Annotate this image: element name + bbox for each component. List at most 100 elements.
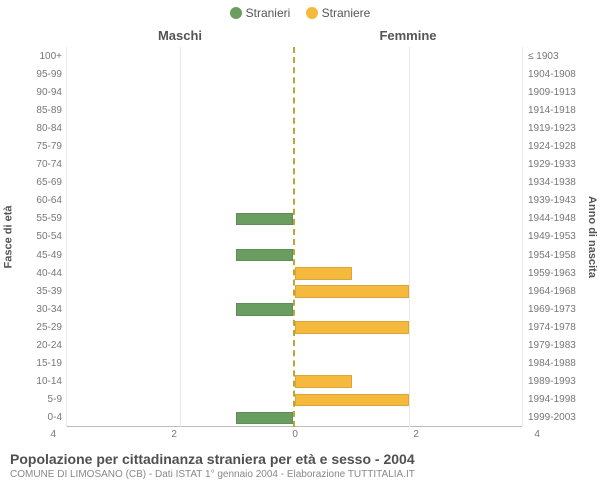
age-label: 15-19 <box>16 355 66 373</box>
age-label: 90-94 <box>16 83 66 101</box>
bar-row-male <box>66 174 293 192</box>
age-label: 25-29 <box>16 318 66 336</box>
birth-label: 1944-1948 <box>522 210 584 228</box>
age-label: 80-84 <box>16 119 66 137</box>
bar-row-female <box>295 337 522 355</box>
female-half <box>295 47 522 427</box>
bar-row-male <box>66 337 293 355</box>
bar-row-female <box>295 210 522 228</box>
birth-label: 1969-1973 <box>522 300 584 318</box>
bar-row-female <box>295 47 522 65</box>
male-bar <box>236 213 293 226</box>
birth-label: 1919-1923 <box>522 119 584 137</box>
age-label: 35-39 <box>16 282 66 300</box>
bar-row-male <box>66 137 293 155</box>
y-axis-left-label: Fasce di età <box>0 47 16 427</box>
age-label: 45-49 <box>16 246 66 264</box>
age-label: 60-64 <box>16 192 66 210</box>
bar-row-male <box>66 409 293 427</box>
bar-row-male <box>66 65 293 83</box>
column-headers: Maschi Femmine <box>0 24 600 47</box>
y-axis-right-label: Anno di nascita <box>584 47 600 427</box>
age-label: 100+ <box>16 47 66 65</box>
bar-row-male <box>66 373 293 391</box>
bar-row-male <box>66 264 293 282</box>
x-tick: 4 <box>534 429 540 440</box>
x-tick: 4 <box>50 429 56 440</box>
x-tick: 2 <box>413 429 419 440</box>
legend: Stranieri Straniere <box>0 0 600 24</box>
age-label: 95-99 <box>16 65 66 83</box>
age-label: 30-34 <box>16 300 66 318</box>
bar-row-female <box>295 409 522 427</box>
legend-male-label: Stranieri <box>246 6 291 20</box>
birth-label: ≤ 1903 <box>522 47 584 65</box>
bar-row-male <box>66 101 293 119</box>
bar-row-female <box>295 137 522 155</box>
bar-row-female <box>295 83 522 101</box>
legend-item-female: Straniere <box>306 6 371 20</box>
birth-label: 1924-1928 <box>522 137 584 155</box>
bar-row-male <box>66 391 293 409</box>
header-female: Femmine <box>294 24 522 47</box>
bar-row-male <box>66 246 293 264</box>
chart-title: Popolazione per cittadinanza straniera p… <box>10 451 590 467</box>
bar-row-male <box>66 355 293 373</box>
age-band-labels: 100+95-9990-9485-8980-8475-7970-7465-696… <box>16 47 66 427</box>
birth-label: 1939-1943 <box>522 192 584 210</box>
birth-label: 1914-1918 <box>522 101 584 119</box>
bar-row-male <box>66 156 293 174</box>
bar-row-female <box>295 119 522 137</box>
female-bar <box>295 394 409 407</box>
bar-row-female <box>295 391 522 409</box>
bar-row-male <box>66 192 293 210</box>
male-bar <box>236 303 293 316</box>
bar-row-female <box>295 246 522 264</box>
age-label: 85-89 <box>16 101 66 119</box>
birth-label: 1989-1993 <box>522 373 584 391</box>
age-label: 70-74 <box>16 156 66 174</box>
bar-row-female <box>295 156 522 174</box>
birth-label: 1959-1963 <box>522 264 584 282</box>
x-axis: 420 24 <box>0 427 600 445</box>
chart-container: Stranieri Straniere Maschi Femmine Fasce… <box>0 0 600 500</box>
birth-label: 1999-2003 <box>522 409 584 427</box>
bar-row-male <box>66 119 293 137</box>
bar-row-male <box>66 47 293 65</box>
bar-row-female <box>295 264 522 282</box>
age-label: 10-14 <box>16 373 66 391</box>
bar-row-male <box>66 228 293 246</box>
birth-label: 1949-1953 <box>522 228 584 246</box>
age-label: 65-69 <box>16 174 66 192</box>
birth-label: 1954-1958 <box>522 246 584 264</box>
bar-row-female <box>295 282 522 300</box>
bar-row-female <box>295 228 522 246</box>
header-male: Maschi <box>66 24 294 47</box>
age-label: 55-59 <box>16 210 66 228</box>
age-label: 50-54 <box>16 228 66 246</box>
legend-female-label: Straniere <box>322 6 371 20</box>
bar-row-female <box>295 373 522 391</box>
age-label: 75-79 <box>16 137 66 155</box>
bar-row-female <box>295 355 522 373</box>
bar-row-female <box>295 300 522 318</box>
birth-label: 1994-1998 <box>522 391 584 409</box>
bar-row-male <box>66 318 293 336</box>
bar-row-male <box>66 83 293 101</box>
female-swatch-icon <box>306 7 318 19</box>
male-bar <box>236 412 293 425</box>
footer: Popolazione per cittadinanza straniera p… <box>0 445 600 484</box>
plot-area <box>66 47 522 427</box>
age-label: 5-9 <box>16 391 66 409</box>
male-swatch-icon <box>230 7 242 19</box>
chart-area: Fasce di età 100+95-9990-9485-8980-8475-… <box>0 47 600 427</box>
bar-row-female <box>295 174 522 192</box>
birth-label: 1964-1968 <box>522 282 584 300</box>
female-bar <box>295 375 352 388</box>
bar-row-female <box>295 101 522 119</box>
birth-label: 1929-1933 <box>522 156 584 174</box>
age-label: 40-44 <box>16 264 66 282</box>
x-tick: 2 <box>171 429 177 440</box>
birth-label: 1979-1983 <box>522 337 584 355</box>
female-bar <box>295 285 409 298</box>
